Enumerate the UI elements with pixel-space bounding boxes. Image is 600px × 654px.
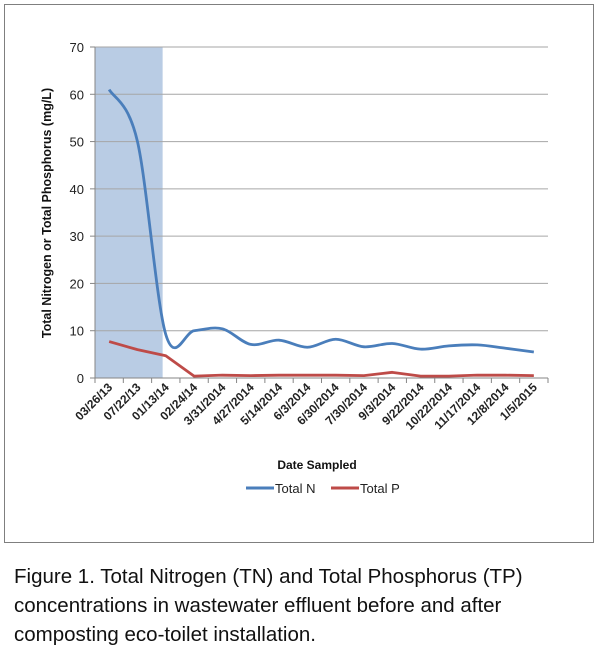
series-line-total-n (107, 88, 535, 354)
x-axis-label: Date Sampled (277, 458, 356, 472)
chart-frame (4, 4, 594, 543)
y-tick-label: 50 (70, 135, 84, 150)
y-tick-label: 40 (70, 182, 84, 197)
figure-caption: Figure 1. Total Nitrogen (TN) and Total … (14, 565, 523, 646)
y-axis-label: Total Nitrogen or Total Phosphorus (mg/L… (40, 88, 54, 338)
y-tick-label: 10 (70, 324, 84, 339)
y-tick-label: 60 (70, 87, 84, 102)
y-tick-label: 20 (70, 276, 84, 291)
series-line-total-p (108, 340, 534, 378)
pre-installation-shade (95, 47, 163, 378)
y-tick-label: 30 (70, 229, 84, 244)
legend-label: Total P (360, 481, 400, 496)
y-tick-label: 70 (70, 40, 84, 55)
y-tick-label: 0 (77, 371, 84, 386)
legend-label: Total N (275, 481, 315, 496)
